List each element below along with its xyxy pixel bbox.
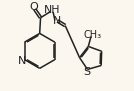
Text: N: N — [18, 56, 27, 66]
Text: NH: NH — [44, 5, 60, 15]
Text: O: O — [29, 2, 38, 12]
Text: N: N — [52, 16, 61, 26]
Text: S: S — [83, 67, 90, 77]
Text: CH₃: CH₃ — [83, 30, 101, 40]
